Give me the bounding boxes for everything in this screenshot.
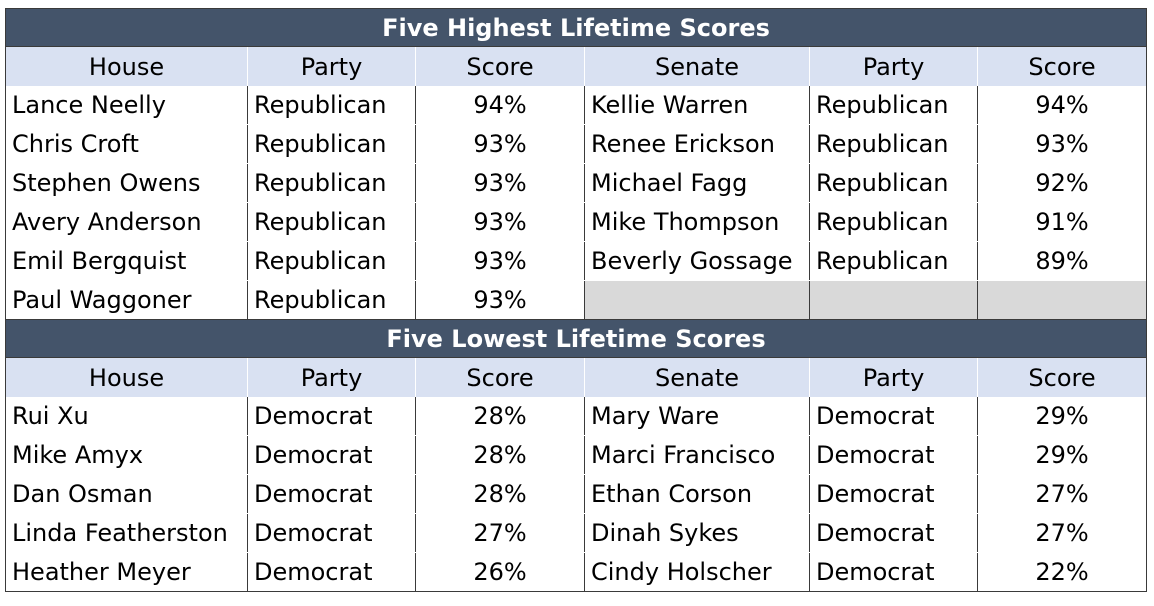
- header-party: Party: [810, 358, 978, 397]
- senate-party: Democrat: [810, 397, 978, 435]
- senate-name: Mary Ware: [585, 397, 810, 435]
- house-party: Democrat: [248, 397, 416, 435]
- senate-name: Kellie Warren: [585, 86, 810, 124]
- lowest-banner: Five Lowest Lifetime Scores: [6, 320, 1146, 358]
- senate-name: Ethan Corson: [585, 475, 810, 513]
- senate-party: Democrat: [810, 436, 978, 474]
- senate-party: Democrat: [810, 553, 978, 591]
- senate-name: Renee Erickson: [585, 125, 810, 163]
- house-score: 93%: [416, 164, 585, 202]
- house-name: Dan Osman: [6, 475, 248, 513]
- senate-score: 93%: [1035, 130, 1089, 158]
- house-name: Heather Meyer: [6, 553, 248, 591]
- senate-score: 91%: [1035, 208, 1089, 236]
- house-party: Republican: [248, 203, 416, 241]
- house-score: 28%: [416, 436, 585, 474]
- house-name: Chris Croft: [6, 125, 248, 163]
- senate-party: Republican: [810, 203, 978, 241]
- header-party: Party: [248, 47, 416, 86]
- senate-score: 29%: [1035, 402, 1089, 430]
- header-party: Party: [810, 47, 978, 86]
- highest-banner: Five Highest Lifetime Scores: [6, 9, 1146, 47]
- table-row: Chris Croft Republican 93% Renee Erickso…: [6, 125, 1146, 164]
- house-party: Republican: [248, 242, 416, 280]
- header-house: House: [6, 47, 248, 86]
- house-score: 28%: [416, 397, 585, 435]
- senate-name: Marci Francisco: [585, 436, 810, 474]
- senate-score: 22%: [1035, 558, 1089, 586]
- table-row: Avery Anderson Republican 93% Mike Thomp…: [6, 203, 1146, 242]
- scores-table: Five Highest Lifetime Scores House Party…: [5, 8, 1147, 592]
- table-row: Linda Featherston Democrat 27% Dinah Syk…: [6, 514, 1146, 553]
- table-row: Emil Bergquist Republican 93% Beverly Go…: [6, 242, 1146, 281]
- table-row: Dan Osman Democrat 28% Ethan Corson Demo…: [6, 475, 1146, 514]
- senate-party: Republican: [810, 86, 978, 124]
- senate-party: Democrat: [810, 514, 978, 552]
- house-name: Paul Waggoner: [6, 281, 248, 319]
- senate-score: 27%: [1035, 519, 1089, 547]
- table-row: Stephen Owens Republican 93% Michael Fag…: [6, 164, 1146, 203]
- house-name: Mike Amyx: [6, 436, 248, 474]
- table-row: Rui Xu Democrat 28% Mary Ware Democrat 2…: [6, 397, 1146, 436]
- house-party: Republican: [248, 281, 416, 319]
- house-score: 27%: [416, 514, 585, 552]
- empty-cell: [978, 281, 1146, 319]
- house-name: Lance Neelly: [6, 86, 248, 124]
- house-name: Linda Featherston: [6, 514, 248, 552]
- house-party: Democrat: [248, 436, 416, 474]
- house-score: 28%: [416, 475, 585, 513]
- header-score: Score: [978, 47, 1146, 86]
- header-house: House: [6, 358, 248, 397]
- header-senate: Senate: [585, 358, 810, 397]
- senate-name: Cindy Holscher: [585, 553, 810, 591]
- house-party: Democrat: [248, 553, 416, 591]
- table-row: Heather Meyer Democrat 26% Cindy Holsche…: [6, 553, 1146, 591]
- house-party: Republican: [248, 164, 416, 202]
- senate-score: 92%: [1035, 169, 1089, 197]
- empty-cell: [810, 281, 978, 319]
- table-row: Paul Waggoner Republican 93%: [6, 281, 1146, 320]
- header-senate: Senate: [585, 47, 810, 86]
- header-score: Score: [416, 358, 585, 397]
- lowest-header-row: House Party Score Senate Party Score: [6, 358, 1146, 397]
- header-score: Score: [416, 47, 585, 86]
- house-name: Stephen Owens: [6, 164, 248, 202]
- senate-score: 89%: [1035, 247, 1089, 275]
- senate-name: Beverly Gossage: [585, 242, 810, 280]
- house-party: Republican: [248, 86, 416, 124]
- senate-score: 94%: [1035, 91, 1089, 119]
- house-party: Democrat: [248, 475, 416, 513]
- header-party: Party: [248, 358, 416, 397]
- senate-party: Republican: [810, 164, 978, 202]
- house-name: Emil Bergquist: [6, 242, 248, 280]
- header-score: Score: [978, 358, 1146, 397]
- house-name: Rui Xu: [6, 397, 248, 435]
- house-score: 93%: [416, 125, 585, 163]
- house-party: Democrat: [248, 514, 416, 552]
- house-score: 94%: [416, 86, 585, 124]
- house-score: 93%: [416, 242, 585, 280]
- senate-name: Michael Fagg: [585, 164, 810, 202]
- house-name: Avery Anderson: [6, 203, 248, 241]
- table-row: Lance Neelly Republican 94% Kellie Warre…: [6, 86, 1146, 125]
- senate-name: Dinah Sykes: [585, 514, 810, 552]
- senate-name: Mike Thompson: [585, 203, 810, 241]
- highest-header-row: House Party Score Senate Party Score: [6, 47, 1146, 86]
- house-score: 93%: [416, 203, 585, 241]
- senate-party: Democrat: [810, 475, 978, 513]
- senate-party: Republican: [810, 242, 978, 280]
- senate-score: 27%: [1035, 480, 1089, 508]
- senate-party: Republican: [810, 125, 978, 163]
- table-row: Mike Amyx Democrat 28% Marci Francisco D…: [6, 436, 1146, 475]
- empty-cell: [585, 281, 810, 319]
- senate-score: 29%: [1035, 441, 1089, 469]
- house-score: 93%: [416, 281, 585, 319]
- house-score: 26%: [416, 553, 585, 591]
- house-party: Republican: [248, 125, 416, 163]
